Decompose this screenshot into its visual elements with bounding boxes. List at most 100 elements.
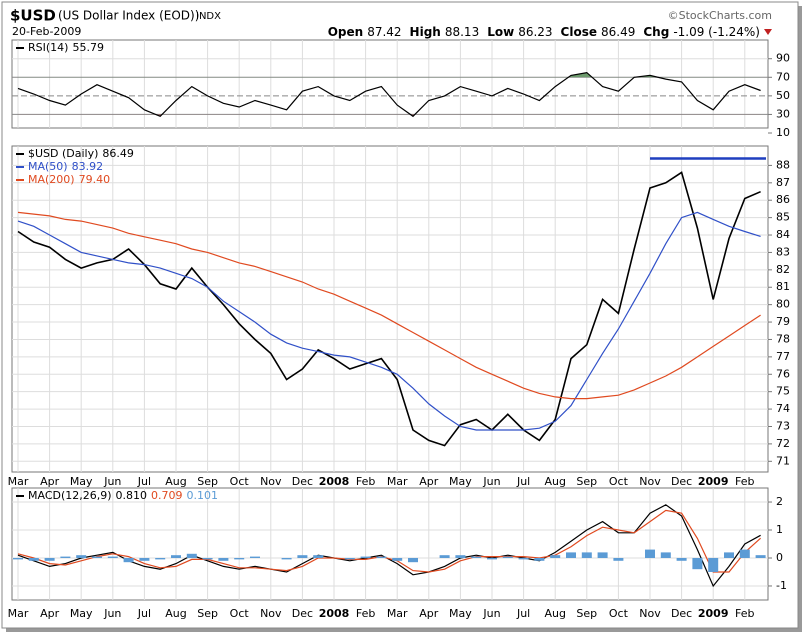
- y-tick-label: 81: [776, 280, 790, 293]
- x-tick-label: Sep: [197, 607, 218, 620]
- x-tick-label: May: [449, 475, 472, 488]
- histogram-bar: [60, 556, 71, 558]
- symbol: $USD: [10, 7, 56, 25]
- quote-value: 87.42: [367, 25, 401, 39]
- legend-value: 0.101: [187, 489, 219, 502]
- x-tick-label: Jun: [103, 607, 121, 620]
- series-line: [17, 504, 761, 588]
- panel: [11, 145, 769, 473]
- x-tick-label: Dec: [671, 475, 692, 488]
- histogram-bar: [439, 555, 450, 558]
- histogram-bar: [455, 555, 466, 558]
- histogram-bar: [281, 557, 292, 560]
- quote-value: 88.13: [445, 25, 479, 39]
- histogram-bar: [487, 557, 497, 560]
- legend-entry: RSI(14) 55.79: [28, 41, 104, 54]
- histogram-bar: [297, 555, 308, 558]
- histogram-bar: [250, 556, 260, 558]
- legend-name: MACD(12,26,9): [28, 489, 112, 502]
- histogram-bar: [92, 556, 102, 558]
- x-tick-label: Aug: [544, 607, 565, 620]
- x-tick-label: 2009: [698, 607, 729, 620]
- histogram-bar: [155, 557, 166, 560]
- legend-name: MA(50): [28, 160, 68, 173]
- histogram-bar: [171, 555, 181, 558]
- x-tick-label: Nov: [260, 475, 282, 488]
- histogram-bar: [186, 553, 197, 558]
- x-tick-label: 2009: [698, 475, 729, 488]
- x-tick-label: Feb: [356, 607, 375, 620]
- y-tick-label: 86: [776, 193, 790, 206]
- y-tick-label: 50: [776, 89, 790, 102]
- histogram-bar: [471, 556, 482, 558]
- histogram-bar: [28, 557, 39, 561]
- histogram-bar: [581, 552, 592, 558]
- x-tick-label: May: [70, 475, 93, 488]
- histogram-bar: [139, 557, 150, 561]
- x-tick-label: Sep: [576, 475, 597, 488]
- histogram-bar: [534, 557, 545, 561]
- histogram-bar: [408, 557, 418, 563]
- plot: [17, 71, 761, 118]
- x-tick-label: Dec: [292, 607, 313, 620]
- y-tick-label: 78: [776, 332, 790, 345]
- histogram-bar: [755, 555, 766, 558]
- quote-value: 86.49: [601, 25, 635, 39]
- legend-value: 86.49: [102, 147, 134, 160]
- x-tick-label: Oct: [609, 607, 629, 620]
- x-tick-label: Mar: [8, 607, 29, 620]
- x-tick-label: Apr: [419, 475, 439, 488]
- plot: [17, 157, 766, 447]
- legend-entry: MA(200) 79.40: [28, 173, 110, 186]
- down-arrow: [764, 29, 772, 35]
- series-line: [17, 171, 761, 447]
- x-tick-label: Jun: [482, 475, 500, 488]
- x-tick-label: Oct: [609, 475, 629, 488]
- quote-label: Low: [487, 25, 514, 39]
- y-tick-label: 87: [776, 176, 790, 189]
- histogram-bar: [376, 556, 387, 558]
- x-tick-label: Sep: [197, 475, 218, 488]
- y-tick-label: 72: [776, 437, 790, 450]
- y-tick-label: 74: [776, 402, 790, 415]
- x-tick-label: May: [449, 607, 472, 620]
- x-tick-label: Feb: [735, 475, 754, 488]
- x-tick-label: Mar: [387, 475, 408, 488]
- legend-name: MA(200): [28, 173, 75, 186]
- y-tick-label: -1: [776, 579, 787, 592]
- date: 20-Feb-2009: [12, 25, 81, 38]
- x-tick-label: May: [70, 607, 93, 620]
- x-tick-label: Sep: [576, 607, 597, 620]
- x-tick-label: Oct: [230, 607, 250, 620]
- y-tick-label: 90: [776, 52, 790, 65]
- series-line: [17, 509, 762, 573]
- y-tick-label: 73: [776, 419, 790, 432]
- x-tick-label: Nov: [639, 475, 661, 488]
- y-tick-label: 1: [776, 523, 783, 536]
- histogram-bar: [123, 557, 134, 563]
- histogram-bar: [360, 556, 371, 558]
- exchange: INDX: [196, 11, 221, 22]
- x-tick-label: Apr: [40, 607, 60, 620]
- y-tick-label: 84: [776, 228, 790, 241]
- x-tick-label: Jun: [103, 475, 121, 488]
- x-tick-label: Jun: [482, 607, 500, 620]
- legend-name: $USD (Daily): [28, 147, 98, 160]
- legend-value: 79.40: [79, 173, 111, 186]
- x-tick-label: Mar: [387, 607, 408, 620]
- y-tick-label: 76: [776, 367, 790, 380]
- histogram-bar: [392, 557, 403, 561]
- x-tick-label: Feb: [735, 607, 754, 620]
- plot: [13, 504, 766, 588]
- x-tick-label: Dec: [292, 475, 313, 488]
- legend-entry: $USD (Daily) 86.49: [28, 147, 134, 160]
- series-line: [17, 71, 761, 118]
- x-tick-label: Oct: [230, 475, 250, 488]
- histogram-bar: [13, 557, 23, 560]
- x-tick-label: Apr: [40, 475, 60, 488]
- x-tick-label: Aug: [165, 475, 186, 488]
- histogram-bar: [44, 557, 55, 561]
- y-tick-label: 77: [776, 350, 790, 363]
- y-tick-label: 70: [776, 70, 790, 83]
